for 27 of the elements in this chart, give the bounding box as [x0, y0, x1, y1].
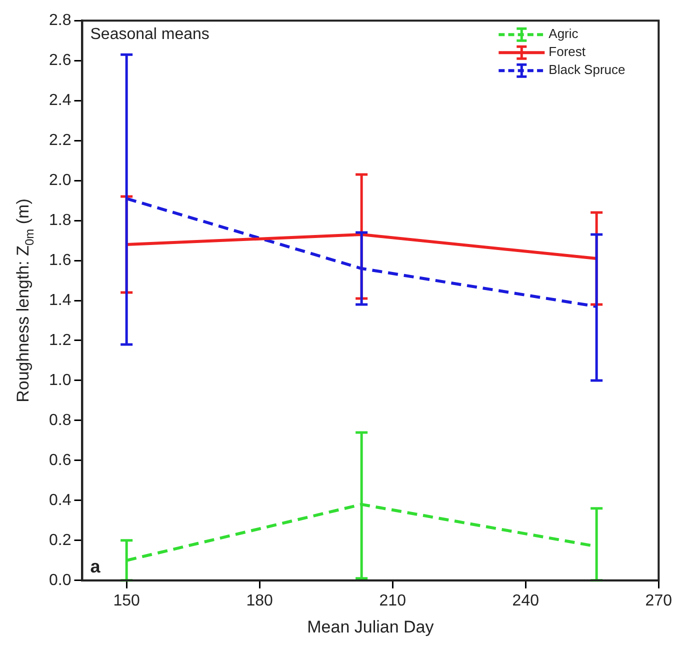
x-tick-label: 150	[113, 592, 140, 610]
y-tick-label: 2.0	[48, 172, 72, 189]
x-axis-title: Mean Julian Day	[307, 617, 434, 636]
y-tick-label: 0.6	[48, 452, 72, 469]
x-tick-label: 240	[512, 592, 540, 610]
y-axis-title: Roughness length: Z0m (m)	[14, 198, 36, 402]
annotation: a	[90, 556, 102, 576]
y-tick-label: 1.0	[48, 372, 72, 389]
y-tick-label: 1.8	[48, 212, 72, 229]
annotation: Seasonal means	[90, 26, 210, 44]
y-tick-label: 0.0	[48, 572, 72, 589]
y-tick-label: 2.4	[48, 92, 72, 109]
y-tick-label: 1.2	[48, 332, 72, 349]
y-tick-label: 2.2	[48, 132, 72, 149]
y-tick-label: 1.4	[48, 292, 72, 309]
legend-label: Agric	[548, 26, 579, 42]
x-tick-label: 180	[246, 592, 274, 610]
legend-label: Forest	[548, 44, 586, 60]
x-tick-label: 210	[379, 592, 406, 610]
y-tick-label: 0.4	[48, 492, 72, 509]
x-tick-label: 270	[645, 592, 672, 610]
y-tick-label: 1.6	[48, 252, 72, 269]
y-tick-label: 2.6	[48, 52, 72, 69]
legend-label: Black Spruce	[548, 62, 626, 78]
y-tick-label: 0.2	[48, 532, 72, 549]
y-tick-label: 0.8	[48, 412, 72, 429]
y-tick-label: 2.8	[48, 12, 72, 30]
